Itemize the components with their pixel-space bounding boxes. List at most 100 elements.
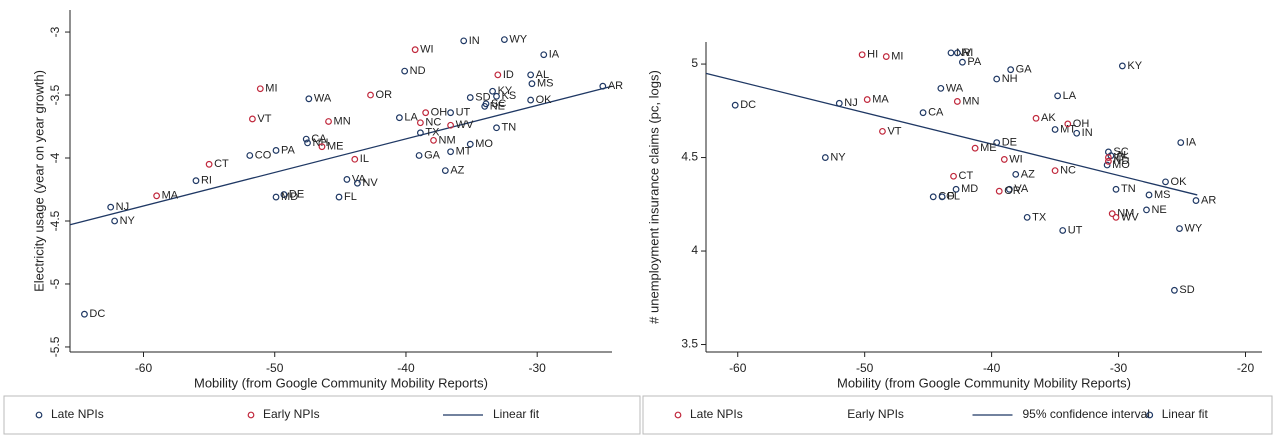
point-label: OK <box>536 94 553 106</box>
point <box>731 101 739 109</box>
x-tick-label: -40 <box>983 361 1001 375</box>
point-label: VT <box>257 113 271 125</box>
point <box>302 135 310 143</box>
point-label: NM <box>439 134 456 146</box>
point <box>971 144 979 152</box>
point-label: SC <box>491 98 506 110</box>
point <box>422 109 430 117</box>
point <box>1192 197 1200 204</box>
point-label: ND <box>1113 155 1129 167</box>
point <box>937 84 945 92</box>
point <box>354 179 361 187</box>
point-label: NE <box>1151 204 1166 216</box>
point <box>272 193 280 201</box>
point <box>272 147 280 154</box>
point-label: ID <box>503 69 514 81</box>
point <box>246 152 254 159</box>
point <box>256 85 264 93</box>
point <box>466 140 474 148</box>
point-label: IN <box>469 35 480 47</box>
point-label: WI <box>1009 153 1022 165</box>
x-tick-label: -60 <box>135 361 153 375</box>
point-label: MT <box>456 146 472 158</box>
x-tick-label: -30 <box>529 361 547 375</box>
point <box>1032 114 1040 122</box>
point-label: MS <box>537 78 554 90</box>
point-label: MS <box>1154 189 1171 201</box>
point <box>882 53 890 60</box>
point <box>489 87 496 95</box>
y-tick-label: -4 <box>48 152 62 163</box>
legend-label: Early NPIs <box>847 407 904 421</box>
point <box>952 185 960 193</box>
point-label: TN <box>502 122 517 134</box>
point-label: MA <box>872 93 889 105</box>
point <box>205 160 213 168</box>
point <box>1112 213 1120 221</box>
point-label: AK <box>1041 112 1056 124</box>
point <box>1108 210 1116 218</box>
point <box>1023 213 1031 221</box>
y-axis-title: # unemployment insurance claims (pc, log… <box>646 70 661 324</box>
point-label: AL <box>1116 150 1129 162</box>
point <box>447 109 454 117</box>
point-label: TX <box>1032 211 1047 223</box>
legend-marker <box>35 411 43 419</box>
point-label: UT <box>1068 224 1083 236</box>
point <box>153 192 161 200</box>
point-label: WA <box>314 93 332 105</box>
point <box>401 67 409 75</box>
point <box>481 102 489 110</box>
point <box>1005 185 1013 193</box>
point-label: GA <box>424 149 441 161</box>
point <box>335 193 343 201</box>
point-label: OH <box>1073 118 1090 130</box>
point <box>938 193 946 201</box>
point-label: NH <box>1002 73 1018 85</box>
point <box>950 172 957 180</box>
legend-marker <box>247 411 255 419</box>
point-label: CO <box>255 149 272 161</box>
x-axis-title: Mobility (from Google Community Mobility… <box>194 375 488 390</box>
point <box>1112 185 1120 193</box>
legend-label: Early NPIs <box>263 407 320 421</box>
point <box>959 58 966 66</box>
point-label: CT <box>959 170 974 182</box>
point-label: IN <box>1082 127 1093 139</box>
point <box>1105 157 1112 165</box>
point <box>81 310 88 318</box>
point-label: WI <box>420 44 433 56</box>
point-label: OK <box>1171 176 1188 188</box>
x-axis-title: Mobility (from Google Community Mobility… <box>837 375 1131 390</box>
point-label: MN <box>962 95 979 107</box>
legend-marker <box>674 411 682 419</box>
point <box>493 124 500 132</box>
y-tick-label: 4.5 <box>681 150 698 164</box>
point-label: NE <box>490 100 505 112</box>
point-label: GA <box>1016 64 1033 76</box>
point <box>599 82 607 90</box>
point-label: SD <box>475 91 490 103</box>
point-label: OH <box>431 107 448 119</box>
point <box>1103 161 1111 169</box>
point <box>280 191 288 198</box>
point-label: WY <box>509 34 527 46</box>
point <box>1007 66 1015 74</box>
y-tick-label: 4 <box>691 243 698 257</box>
point <box>1073 129 1081 137</box>
point <box>929 193 937 201</box>
point-label: SC <box>1113 146 1128 158</box>
point <box>441 167 449 175</box>
legend-box <box>3 395 641 435</box>
point-label: DC <box>740 99 756 111</box>
point-label: DE <box>1002 136 1017 148</box>
y-tick-label: -3.5 <box>48 84 62 105</box>
point <box>1177 139 1185 146</box>
point <box>953 98 961 105</box>
point-label: SD <box>1179 284 1194 296</box>
point-label: NC <box>1060 165 1076 177</box>
point <box>1162 178 1169 186</box>
point-label: KS <box>502 90 517 102</box>
x-tick-label: -40 <box>397 361 415 375</box>
x-tick-label: -50 <box>266 361 284 375</box>
